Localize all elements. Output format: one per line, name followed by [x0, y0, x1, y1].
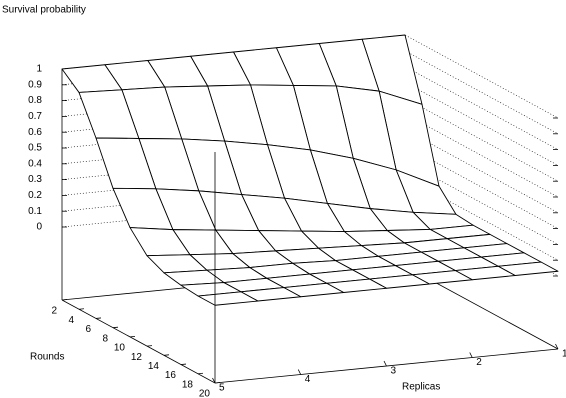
y-tick-label: 2	[476, 357, 482, 368]
x-tick-label: 4	[68, 315, 74, 326]
z-axis-label: Survival probability	[2, 5, 86, 16]
y-tick-mark	[469, 352, 473, 358]
y-tick-mark	[383, 360, 387, 367]
z-tick-label: 0.6	[28, 127, 42, 138]
x-tick-label: 20	[199, 389, 211, 398]
base-edge	[61, 299, 216, 384]
y-tick-mark	[212, 377, 216, 384]
x-tick-label: 6	[85, 324, 91, 335]
y-tick-label: 1	[562, 349, 566, 360]
z-tick-label: 0.2	[28, 190, 42, 201]
z-tick-label: 0.5	[28, 143, 42, 154]
z-tick-label: 0.4	[28, 158, 42, 169]
x-tick-mark	[214, 382, 221, 384]
x-tick-label: 14	[148, 361, 160, 372]
z-tick-label: 0.3	[28, 174, 42, 185]
x-tick-label: 2	[51, 306, 57, 317]
x-tick-mark	[61, 299, 68, 301]
y-tick-label: 5	[219, 383, 225, 394]
x-axis-label: Rounds	[30, 352, 64, 363]
y-tick-mark	[297, 369, 302, 375]
x-tick-label: 16	[165, 370, 177, 381]
x-tick-label: 10	[114, 343, 126, 354]
x-tick-mark	[163, 354, 170, 356]
x-tick-mark	[129, 335, 136, 338]
x-tick-mark	[146, 345, 153, 347]
y-tick-label: 4	[305, 374, 311, 385]
z-tick-label: 0.9	[28, 79, 42, 90]
x-tick-mark	[180, 363, 187, 365]
x-tick-label: 18	[182, 379, 194, 390]
y-axis-label: Replicas	[402, 382, 440, 393]
y-tick-mark	[555, 343, 559, 350]
x-tick-mark	[112, 326, 119, 329]
x-tick-label: 12	[131, 352, 143, 363]
y-tick-label: 3	[391, 366, 397, 377]
x-tick-mark	[78, 308, 85, 310]
z-tick-label: 0.1	[28, 206, 42, 217]
z-tick-label: 1	[36, 64, 42, 75]
x-tick-mark	[197, 372, 204, 375]
x-tick-mark	[95, 317, 102, 319]
z-tick-label: 0.7	[28, 111, 42, 122]
z-tick-label: 0.8	[28, 95, 42, 106]
x-tick-label: 8	[102, 333, 108, 344]
z-tick-label: 0	[36, 222, 42, 233]
